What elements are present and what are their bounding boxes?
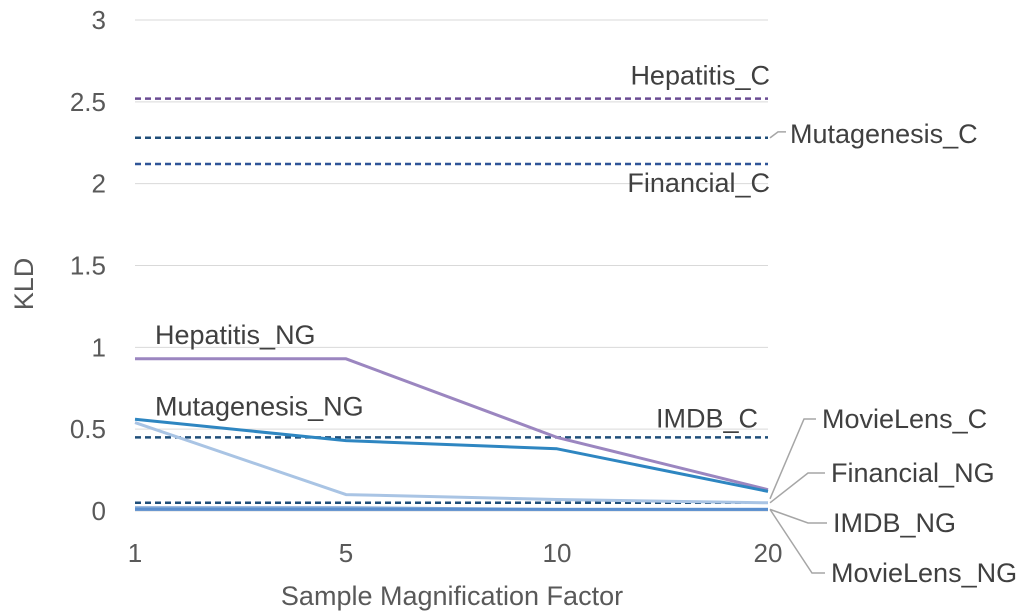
- series-line-financial-ng: [134, 421, 769, 505]
- series-label-hepatitis-c: Hepatitis_C: [630, 61, 770, 91]
- x-tick-label: 20: [754, 538, 783, 568]
- x-tick-label: 1: [128, 538, 142, 568]
- series-line-mutagenesis-ng: [134, 417, 769, 493]
- series-label-movielens-c: MovieLens_C: [822, 404, 987, 434]
- y-axis-title: KLD: [9, 258, 39, 311]
- series-label-mutagenesis-ng: Mutagenesis_NG: [155, 391, 364, 421]
- label-leader-lines: [769, 131, 827, 574]
- x-tick-label: 5: [339, 538, 353, 568]
- series-label-movielens-ng: MovieLens_NG: [831, 558, 1017, 588]
- leader-line-movielens-c: [769, 418, 816, 500]
- y-tick-labels: 0 0.5 1 1.5 2 2.5 3: [70, 5, 106, 526]
- series-label-mutagenesis-c: Mutagenesis_C: [790, 119, 978, 149]
- y-tick-label: 1.5: [70, 251, 106, 281]
- series-labels: Hepatitis_C Mutagenesis_C Financial_C IMDB_…: [155, 61, 1017, 588]
- series-lines: [134, 97, 769, 511]
- series-line-hepatitis-ng: [135, 357, 769, 492]
- x-axis-title: Sample Magnification Factor: [281, 581, 623, 611]
- x-tick-labels: 1 5 10 20: [128, 538, 783, 568]
- y-tick-label: 2.5: [70, 87, 106, 117]
- leader-line-movielens-ng: [769, 508, 825, 574]
- y-tick-label: 3: [92, 5, 106, 35]
- series-label-imdb-c: IMDB_C: [656, 403, 758, 433]
- series-label-imdb-ng: IMDB_NG: [833, 508, 956, 538]
- series-label-financial-c: Financial_C: [627, 168, 770, 198]
- y-tick-label: 2: [92, 169, 106, 199]
- x-tick-label: 10: [543, 538, 572, 568]
- series-label-financial-ng: Financial_NG: [831, 458, 995, 488]
- leader-line-mutagenesis-c: [769, 131, 786, 139]
- y-tick-label: 0: [92, 496, 106, 526]
- leader-line-financial-ng: [769, 472, 825, 504]
- y-tick-label: 1: [92, 332, 106, 362]
- y-tick-label: 0.5: [70, 414, 106, 444]
- series-label-hepatitis-ng: Hepatitis_NG: [155, 320, 316, 350]
- leader-line-imdb-ng: [769, 508, 827, 524]
